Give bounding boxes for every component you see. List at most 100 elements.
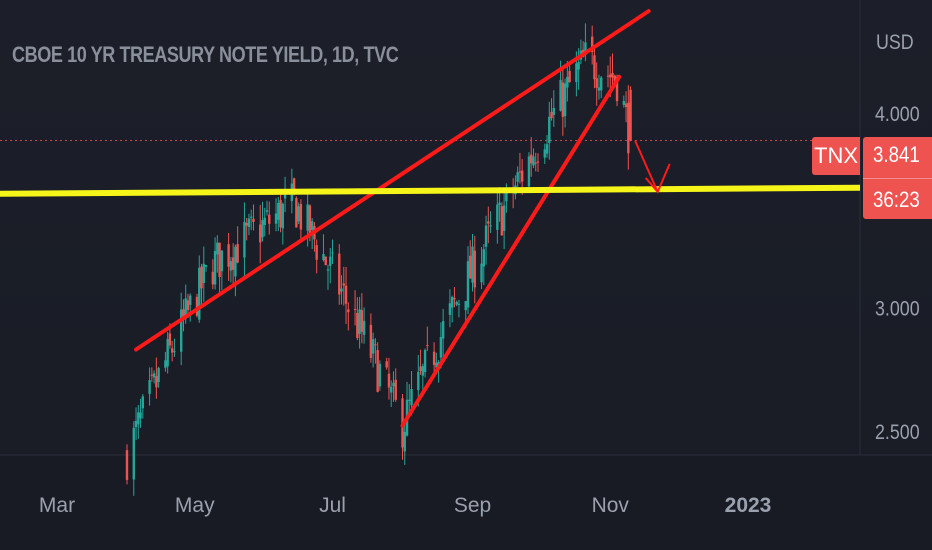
candle-body	[480, 263, 483, 283]
candle-body	[279, 199, 282, 228]
candle-body	[342, 283, 345, 286]
y-tick-label: 3.000	[875, 297, 920, 321]
candle-body	[600, 77, 603, 91]
candle-body	[263, 217, 266, 225]
candle-body	[265, 210, 269, 212]
candle-body	[417, 371, 420, 391]
x-tick-label: May	[175, 494, 215, 517]
candle-body	[166, 339, 169, 367]
candle-body	[324, 256, 327, 266]
candle-body	[340, 288, 343, 292]
candle-body	[347, 309, 350, 313]
candle-body	[505, 187, 508, 202]
candle-body	[390, 386, 393, 393]
candle-body	[624, 103, 628, 108]
candle-body	[137, 412, 140, 425]
candle-body	[466, 261, 470, 308]
candle-body	[500, 206, 504, 236]
ticker-badge[interactable]: TNX	[812, 137, 860, 175]
candle-body	[310, 221, 314, 231]
candle-body	[150, 374, 154, 376]
candle-body	[487, 221, 490, 224]
candle-body	[229, 261, 233, 271]
candle-body	[152, 373, 156, 378]
candle-body	[448, 303, 452, 315]
candle-body	[450, 296, 454, 308]
candle-body	[326, 269, 330, 271]
candle-body	[295, 198, 298, 228]
candle-body	[550, 111, 553, 119]
candle-body	[613, 75, 616, 82]
candle-body	[227, 244, 230, 267]
x-tick-label: Jul	[319, 494, 346, 517]
candle-body	[426, 345, 429, 347]
candle-body	[338, 253, 341, 295]
candle-body	[236, 244, 239, 263]
candle-body	[516, 172, 519, 182]
candle-body	[329, 256, 332, 266]
candle-body	[268, 214, 271, 224]
candle-body	[252, 218, 255, 222]
candle-body	[489, 225, 492, 227]
candle-body	[358, 309, 361, 334]
candle-body	[297, 206, 300, 222]
candle-body	[552, 107, 555, 115]
candle-body	[231, 257, 235, 270]
candle-body	[170, 348, 174, 353]
candle-body	[283, 194, 287, 199]
candle-body	[464, 301, 467, 311]
candle-body	[432, 351, 436, 366]
candle-body	[362, 320, 366, 335]
candle-body	[385, 361, 388, 368]
candle-body	[202, 263, 205, 284]
candle-body	[344, 285, 348, 304]
candle-body	[611, 72, 614, 78]
candle-body	[157, 367, 160, 383]
candle-body	[534, 162, 537, 164]
candle-body	[292, 178, 296, 193]
candle-body	[220, 250, 224, 272]
candle-body	[250, 216, 253, 218]
candle-body	[518, 171, 522, 173]
candle-body	[204, 265, 208, 267]
candle-body	[306, 204, 309, 231]
down-arrow-head	[644, 163, 671, 194]
candle-body	[277, 202, 280, 220]
candle-body	[200, 266, 203, 289]
candle-body	[484, 225, 488, 247]
candle-body	[584, 42, 587, 55]
down-arrow-shaft	[634, 140, 659, 193]
candle-body	[453, 297, 456, 300]
candle-body	[457, 303, 461, 305]
candle-body	[322, 254, 325, 261]
candle-body	[374, 344, 377, 346]
candle-body	[606, 75, 610, 77]
candle-body	[403, 431, 406, 452]
candle-body	[590, 36, 594, 52]
candle-body	[245, 222, 248, 226]
candle-body	[218, 242, 221, 278]
candle-body	[593, 55, 596, 80]
candle-body	[629, 89, 632, 141]
candle-body	[274, 213, 278, 224]
candle-body	[394, 379, 397, 400]
candle-body	[216, 242, 219, 255]
candle-body	[184, 298, 187, 319]
candle-body	[410, 389, 413, 406]
candle-body	[376, 350, 379, 392]
candle-body	[548, 116, 551, 144]
candle-body	[179, 309, 183, 352]
candle-body	[360, 310, 364, 332]
candle-body	[243, 221, 246, 258]
candle-body	[473, 250, 476, 288]
last-price-badge: 3.841 36:23	[863, 137, 932, 219]
candle-body	[408, 399, 411, 401]
candle-body	[369, 324, 373, 358]
candle-body	[182, 309, 185, 318]
candle-body	[532, 156, 535, 166]
candle-body	[627, 102, 630, 154]
trendline	[400, 74, 622, 428]
candle-body	[502, 205, 506, 231]
